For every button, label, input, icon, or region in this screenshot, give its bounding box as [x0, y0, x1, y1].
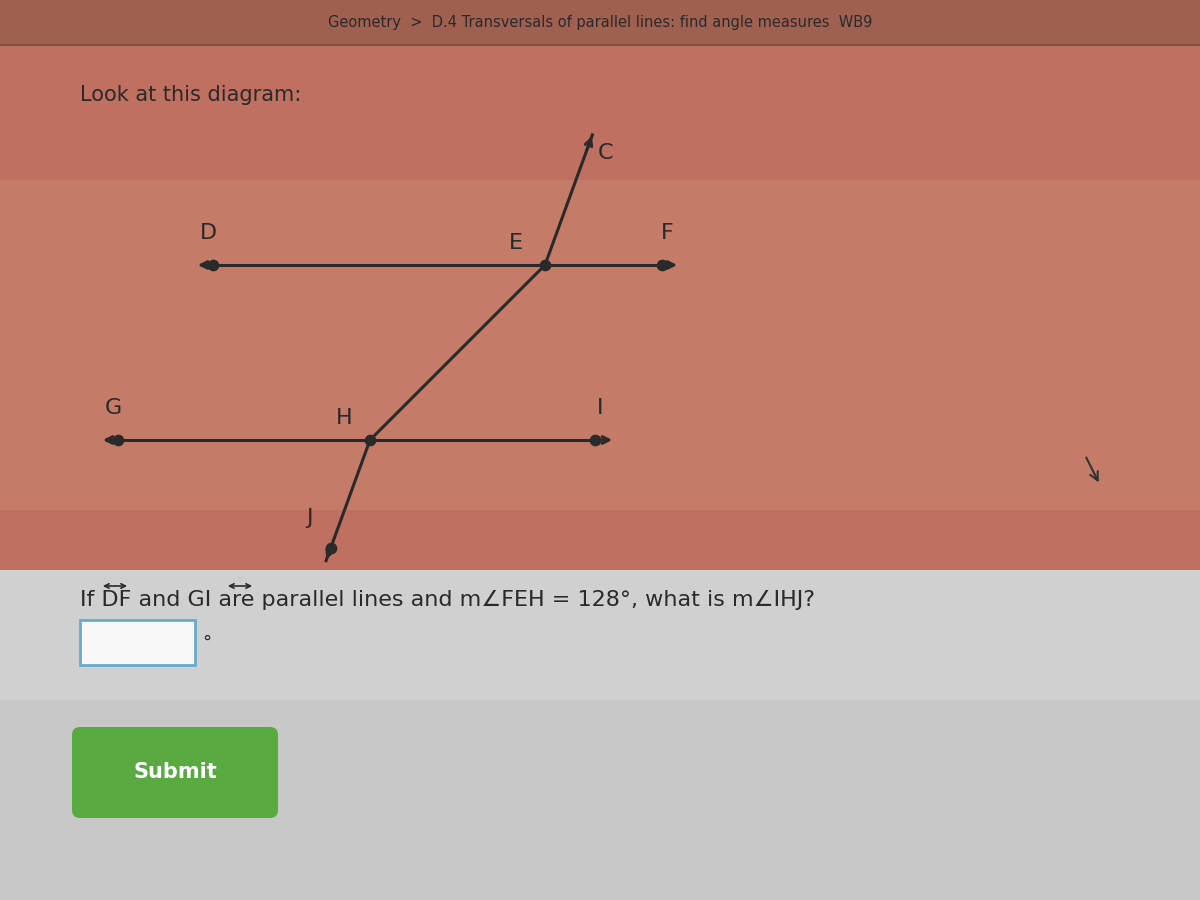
Bar: [0, 180, 1200, 510]
Text: C: C: [598, 143, 613, 164]
Bar: [0, 570, 1200, 700]
Text: If DF and GI are parallel lines and m∠FEH = 128°, what is m∠IHJ?: If DF and GI are parallel lines and m∠FE…: [80, 590, 815, 610]
Point: [108, 433, 127, 447]
Text: °: °: [202, 634, 211, 652]
Text: Geometry  >  D.4 Transversals of parallel lines: find angle measures  WB9: Geometry > D.4 Transversals of parallel …: [328, 15, 872, 30]
FancyBboxPatch shape: [72, 727, 278, 818]
Text: G: G: [104, 398, 121, 418]
FancyBboxPatch shape: [80, 620, 194, 665]
Text: Submit: Submit: [133, 762, 217, 782]
Point: [360, 433, 379, 447]
Point: [586, 433, 605, 447]
Text: Look at this diagram:: Look at this diagram:: [80, 85, 301, 105]
Text: J: J: [306, 508, 313, 528]
Point: [322, 541, 341, 555]
Text: E: E: [509, 233, 523, 253]
Text: D: D: [199, 223, 216, 243]
Text: I: I: [596, 398, 604, 418]
Bar: [0, 0, 1200, 45]
Point: [204, 257, 223, 272]
Bar: [0, 0, 1200, 570]
Text: F: F: [661, 223, 673, 243]
Point: [653, 257, 672, 272]
Bar: [0, 570, 1200, 900]
Point: [535, 257, 554, 272]
Text: H: H: [335, 408, 352, 428]
